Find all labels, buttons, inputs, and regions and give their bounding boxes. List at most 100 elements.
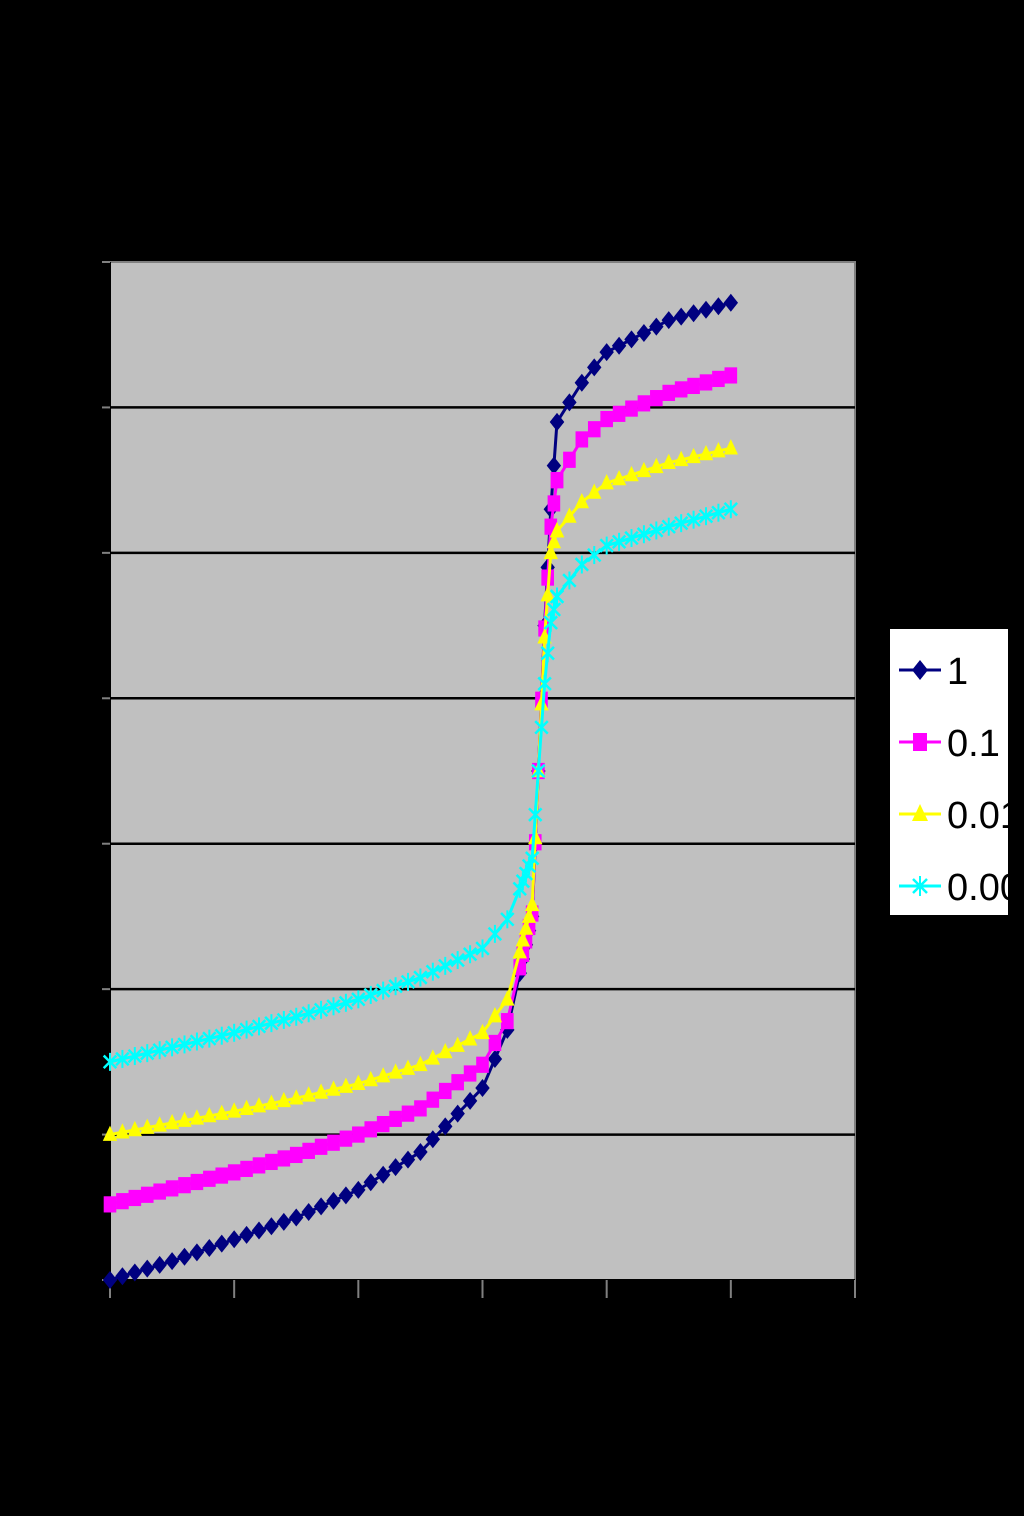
data-point [140, 1044, 155, 1063]
data-point [611, 469, 627, 486]
data-point [562, 507, 577, 523]
data-point [426, 1091, 440, 1108]
data-point [540, 644, 555, 663]
data-point [352, 1126, 365, 1143]
data-point [164, 1113, 180, 1130]
data-point [351, 1074, 366, 1090]
data-point [301, 1086, 316, 1102]
data-point [277, 1150, 291, 1167]
data-point [624, 330, 639, 349]
data-point [674, 381, 688, 398]
data-point [338, 1077, 354, 1093]
data-point [543, 543, 558, 560]
data-point [600, 410, 613, 428]
data-point [214, 1234, 229, 1253]
data-point [500, 910, 515, 929]
data-point [226, 1023, 242, 1042]
data-point [102, 1125, 118, 1141]
legend-item: 1 [899, 651, 968, 693]
plot-area [102, 261, 856, 1298]
data-point [152, 1041, 167, 1060]
data-point [686, 447, 701, 464]
data-point [276, 1091, 292, 1108]
data-point [624, 465, 639, 482]
data-point [214, 1104, 229, 1120]
data-point [339, 1130, 353, 1147]
data-point [462, 1030, 478, 1046]
data-point [202, 1239, 217, 1258]
data-point [115, 1049, 130, 1068]
data-point [351, 1180, 366, 1199]
data-point [649, 457, 664, 474]
data-point [587, 546, 602, 565]
data-point [425, 1130, 441, 1149]
data-point [425, 962, 441, 981]
data-point [562, 393, 577, 412]
data-point [698, 507, 714, 526]
data-point [711, 503, 726, 522]
data-point [326, 997, 341, 1016]
data-point [226, 1102, 242, 1118]
data-point [599, 343, 614, 362]
data-point [302, 1142, 315, 1159]
data-point [636, 525, 652, 544]
data-point [711, 297, 726, 316]
data-point [214, 1026, 229, 1045]
data-point [487, 924, 503, 943]
data-point [375, 1165, 391, 1184]
legend-label: 0.001 [947, 867, 1024, 909]
data-point [612, 405, 626, 422]
data-point [115, 1123, 130, 1139]
data-point [475, 1023, 490, 1040]
data-point [301, 1004, 316, 1023]
data-point [327, 1134, 340, 1151]
data-point [375, 981, 391, 1000]
data-point [515, 931, 531, 947]
data-point [239, 1225, 254, 1244]
data-point [450, 1104, 465, 1123]
data-point [673, 450, 689, 467]
data-point [512, 943, 527, 959]
data-point [636, 461, 652, 478]
data-point [550, 472, 564, 489]
data-point [549, 522, 565, 538]
data-point [661, 517, 676, 536]
data-point [475, 939, 490, 958]
legend-label: 0.1 [947, 723, 1000, 765]
data-point [451, 1074, 464, 1091]
data-point [326, 1191, 341, 1210]
data-point [313, 1000, 329, 1019]
data-point [388, 1063, 403, 1079]
data-point [239, 1020, 254, 1039]
data-point [388, 1158, 403, 1177]
data-point [587, 421, 601, 438]
data-point [202, 1029, 217, 1048]
data-point [313, 1083, 329, 1099]
data-point [189, 1243, 205, 1262]
data-point [450, 1036, 465, 1052]
data-point [487, 1049, 503, 1068]
data-point [724, 367, 738, 384]
data-point [363, 985, 378, 1004]
data-point [534, 718, 549, 737]
legend-label: 1 [947, 651, 968, 693]
data-point [289, 1208, 304, 1227]
data-point [723, 293, 739, 312]
data-point [723, 439, 739, 455]
data-point [712, 370, 725, 388]
legend-marker [913, 733, 927, 751]
data-point [363, 1173, 378, 1192]
data-point [711, 442, 726, 458]
data-point [177, 1247, 192, 1266]
data-point [152, 1255, 167, 1274]
data-point [587, 483, 602, 499]
data-point [127, 1047, 143, 1066]
data-point [127, 1120, 143, 1137]
data-point [338, 1186, 354, 1205]
data-point [164, 1038, 180, 1057]
legend-box [888, 627, 1010, 917]
data-point [438, 1117, 453, 1136]
legend-marker [912, 660, 928, 680]
data-point [289, 1007, 304, 1026]
